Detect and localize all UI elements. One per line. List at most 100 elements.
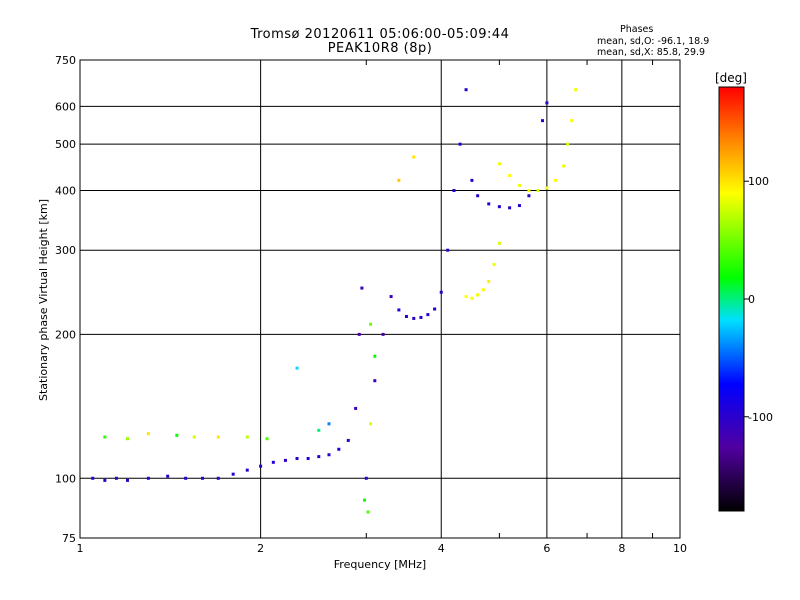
data-point xyxy=(364,476,368,480)
grid-lines xyxy=(80,60,680,538)
data-point xyxy=(317,455,321,459)
plot-frame xyxy=(79,59,681,539)
data-point xyxy=(492,263,496,267)
data-point xyxy=(184,476,188,480)
data-point xyxy=(366,510,370,514)
data-point xyxy=(397,178,401,182)
y-tick-label: 500 xyxy=(55,138,76,151)
data-point xyxy=(245,435,249,439)
data-point xyxy=(354,406,358,410)
data-point xyxy=(271,460,275,464)
data-point xyxy=(412,316,416,320)
y-tick-label: 200 xyxy=(55,328,76,341)
y-axis-label: Stationary phase Virtual Height [km] xyxy=(37,199,50,401)
data-point xyxy=(192,435,196,439)
data-point xyxy=(541,119,545,123)
data-point xyxy=(283,458,287,462)
data-point xyxy=(487,280,491,284)
data-point xyxy=(553,178,557,182)
data-point xyxy=(476,194,480,198)
data-point xyxy=(464,295,468,299)
data-point xyxy=(476,293,480,297)
data-point xyxy=(259,464,263,468)
data-point xyxy=(373,354,377,358)
chart-title-line1: Tromsø 20120611 05:06:00-05:09:44 xyxy=(250,27,510,42)
data-point xyxy=(381,332,385,336)
y-tick-label: 100 xyxy=(55,472,76,485)
data-point xyxy=(389,295,393,299)
data-point xyxy=(103,435,107,439)
x-tick-label: 10 xyxy=(673,542,687,555)
data-point xyxy=(231,472,235,476)
data-point xyxy=(363,498,367,502)
data-point xyxy=(200,476,204,480)
x-tick-label: 2 xyxy=(257,542,264,555)
data-point xyxy=(306,456,310,460)
phases-o-stats: mean, sd,O: -96.1, 18.9 xyxy=(597,36,710,47)
data-point xyxy=(570,119,574,123)
data-point xyxy=(373,379,377,383)
data-point xyxy=(464,88,468,92)
data-point xyxy=(369,422,373,426)
data-point xyxy=(327,453,331,457)
data-point xyxy=(470,178,474,182)
data-point xyxy=(337,447,341,451)
data-point xyxy=(517,204,521,208)
colorbar xyxy=(719,87,744,511)
data-point xyxy=(317,428,321,432)
data-point xyxy=(126,437,130,441)
y-tick-label: 400 xyxy=(55,184,76,197)
data-point xyxy=(103,478,107,482)
data-points xyxy=(91,88,578,514)
data-point xyxy=(404,314,408,318)
data-point xyxy=(458,142,462,146)
data-point xyxy=(574,88,578,92)
data-point xyxy=(397,308,401,312)
data-point xyxy=(508,206,512,210)
data-point xyxy=(91,476,95,480)
data-point xyxy=(545,186,549,190)
data-point xyxy=(166,474,170,478)
data-point xyxy=(517,183,521,187)
data-point xyxy=(146,476,150,480)
data-point xyxy=(497,241,501,245)
x-tick-label: 8 xyxy=(618,542,625,555)
colorbar-ticks: 100 0 -100 xyxy=(718,86,773,512)
x-tick-label: 6 xyxy=(543,542,550,555)
data-point xyxy=(146,432,150,436)
data-point xyxy=(216,435,220,439)
data-point xyxy=(175,433,179,437)
data-point xyxy=(245,468,249,472)
x-tick-label: 4 xyxy=(438,542,445,555)
data-point xyxy=(295,366,299,370)
y-tick-label: 75 xyxy=(62,532,76,545)
x-tick-label: 1 xyxy=(77,542,84,555)
data-point xyxy=(433,307,437,311)
y-axis-ticks: 75 100 200 300 400 500 600 750 xyxy=(55,54,76,545)
data-point xyxy=(545,101,549,105)
data-point xyxy=(346,438,350,442)
data-point xyxy=(360,286,364,290)
phases-title: Phases xyxy=(620,24,654,35)
phases-x-stats: mean, sd,X: 85.8, 29.9 xyxy=(597,47,706,58)
x-axis-ticks: 1 2 4 6 8 10 xyxy=(77,60,687,555)
data-point xyxy=(369,322,373,326)
data-point xyxy=(527,194,531,198)
chart-title-line2: PEAK10R8 (8p) xyxy=(327,41,433,56)
data-point xyxy=(536,188,540,192)
data-point xyxy=(562,164,566,168)
data-point xyxy=(419,315,423,319)
colorbar-label: [deg] xyxy=(715,71,747,85)
data-point xyxy=(446,248,450,252)
data-point xyxy=(481,288,485,292)
data-point xyxy=(426,313,430,317)
y-tick-label: 600 xyxy=(55,100,76,113)
data-point xyxy=(357,332,361,336)
data-point xyxy=(487,202,491,206)
data-point xyxy=(566,142,570,146)
data-point xyxy=(497,162,501,166)
x-axis-label: Frequency [MHz] xyxy=(334,558,426,571)
data-point xyxy=(439,290,443,294)
colorbar-tick-label: -100 xyxy=(748,411,773,424)
